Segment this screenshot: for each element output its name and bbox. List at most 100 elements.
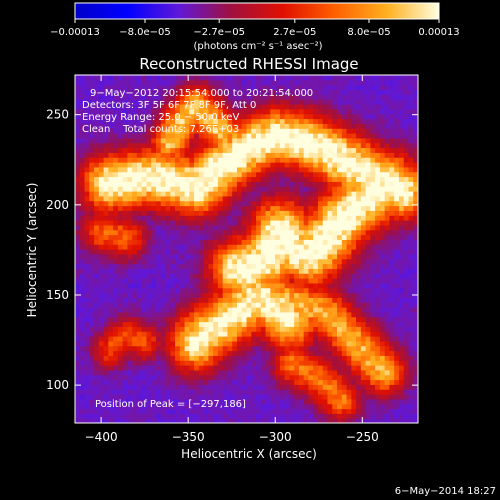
heatmap-cell [365,282,371,289]
heatmap-cell [275,249,281,255]
heatmap-cell [198,234,205,240]
heatmap-cell [403,113,410,120]
heatmap-cell [127,104,133,110]
heatmap-cell [365,171,371,178]
heatmap-cell [270,345,276,352]
heatmap-cell [351,278,357,284]
heatmap-cell [356,350,362,356]
heatmap-cell [337,176,343,182]
heatmap-cell [122,302,128,308]
heatmap-cell [322,200,329,207]
heatmap-cell [341,331,348,337]
heatmap-cell [265,137,271,144]
heatmap-cell [408,345,414,352]
heatmap-cell [122,229,128,236]
heatmap-cell [236,191,243,197]
heatmap-cell [127,133,133,139]
heatmap-cell [270,278,276,284]
heatmap-cell [356,287,362,294]
heatmap-cell [294,365,300,371]
heatmap-cell [403,181,410,187]
heatmap-cell [251,239,257,245]
heatmap-cell [322,258,329,265]
heatmap-cell [151,123,157,129]
heatmap-cell [127,374,133,381]
heatmap-cell [251,302,257,308]
heatmap-cell [370,99,376,105]
heatmap-cell [170,350,176,356]
heatmap-cell [270,263,276,269]
heatmap-cell [217,249,224,255]
heatmap-cell [236,239,243,245]
heatmap-cell [341,374,348,381]
heatmap-cell [155,331,162,337]
heatmap-cell [203,108,209,115]
heatmap-cell [98,394,105,400]
heatmap-cell [179,249,186,255]
heatmap-cell [84,118,90,124]
heatmap-cell [327,350,333,356]
heatmap-cell [327,311,333,318]
heatmap-cell [408,263,414,269]
heatmap-cell [136,215,143,221]
heatmap-cell [236,326,243,332]
heatmap-cell [236,321,243,327]
heatmap-cell [284,200,290,207]
heatmap-cell [79,84,86,91]
heatmap-cell [222,224,229,231]
heatmap-cell [203,394,209,400]
heatmap-cell [179,133,186,139]
heatmap-cell [375,162,381,168]
heatmap-cell [127,369,133,376]
heatmap-cell [260,326,267,332]
heatmap-cell [194,355,200,361]
heatmap-cell [394,321,400,327]
heatmap-cell [360,239,367,245]
heatmap-cell [146,268,152,274]
heatmap-cell [313,282,319,289]
heatmap-cell [308,389,314,395]
heatmap-cell [141,340,148,347]
heatmap-cell [132,181,138,187]
heatmap-cell [303,195,310,202]
heatmap-cell [175,340,181,347]
heatmap-cell [146,244,152,250]
heatmap-cell [303,365,310,371]
heatmap-cell [94,108,100,115]
heatmap-cell [122,374,128,381]
heatmap-cell [179,374,186,381]
heatmap-cell [327,205,333,211]
heatmap-cell [127,224,133,231]
heatmap-cell [279,355,286,361]
heatmap-cell [132,331,138,337]
heatmap-cell [284,186,290,192]
heatmap-cell [384,263,391,269]
heatmap-cell [403,408,410,414]
heatmap-cell [303,142,310,149]
heatmap-cell [270,369,276,376]
heatmap-cell [222,307,229,313]
heatmap-cell [208,282,214,289]
heatmap-cell [165,307,171,313]
heatmap-cell [236,215,243,221]
heatmap-cell [198,200,205,207]
heatmap-cell [398,113,405,120]
heatmap-cell [365,162,371,168]
heatmap-cell [98,181,105,187]
heatmap-cell [203,398,209,405]
heatmap-cell [155,355,162,361]
heatmap-cell [241,200,248,207]
heatmap-cell [141,99,148,105]
heatmap-cell [94,205,100,211]
heatmap-cell [117,176,124,182]
heatmap-cell [365,398,371,405]
heatmap-cell [189,336,195,342]
heatmap-cell [298,181,305,187]
heatmap-cell [122,133,128,139]
heatmap-cell [246,108,252,115]
heatmap-cell [379,108,386,115]
heatmap-cell [346,94,352,100]
heatmap-cell [103,200,109,207]
heatmap-cell [151,326,157,332]
heatmap-cell [217,297,224,303]
